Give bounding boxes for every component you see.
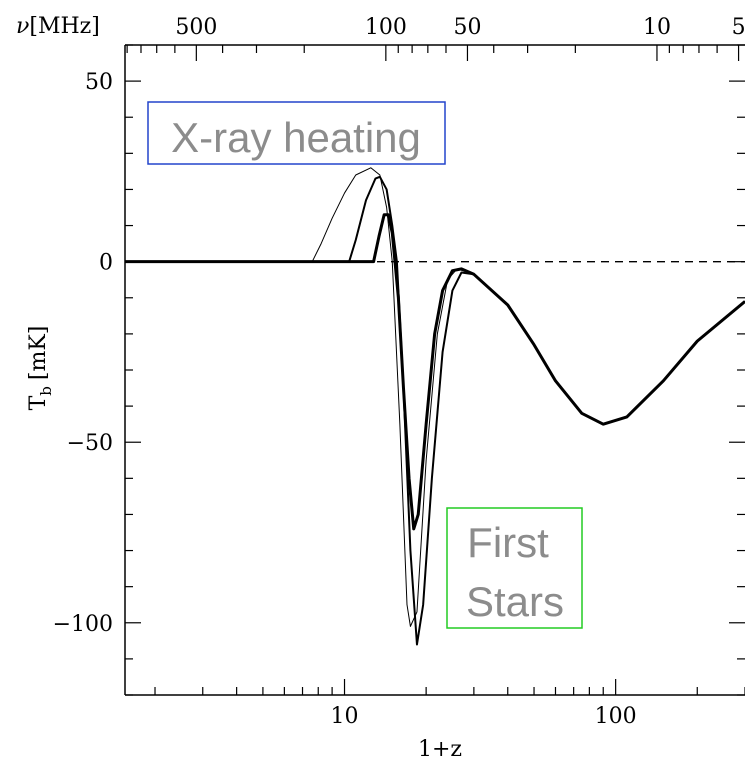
y-tick-label: 50: [85, 70, 113, 95]
series-line-medium: [125, 175, 745, 646]
first-stars-box: [446, 507, 583, 629]
series-layer: [125, 167, 745, 646]
top-tick-label: 100: [365, 15, 407, 40]
series-line-thick: [125, 213, 745, 531]
series-line-thin: [125, 167, 745, 627]
xray-heating-box: [147, 101, 446, 165]
top-tick-label: 5: [732, 15, 745, 40]
y-tick-label: −100: [53, 612, 113, 637]
top-tick-label: 10: [643, 15, 671, 40]
top-tick-label: 50: [453, 15, 481, 40]
y-tick-label: 0: [99, 251, 113, 276]
first-stars-label-line2: Stars: [466, 578, 564, 625]
x-tick-label: 10: [331, 704, 359, 729]
first-stars-label-line1: First: [467, 519, 549, 566]
x-tick-label: 100: [595, 704, 637, 729]
y-axis-title: Tb[mK]: [26, 326, 55, 411]
xray-heating-label: X-ray heating: [171, 114, 421, 161]
y-tick-label: −50: [67, 431, 113, 456]
top-tick-label: 500: [175, 15, 217, 40]
top-axis-title: ν[MHz]: [16, 14, 100, 39]
x-axis-title: 1+z: [418, 737, 462, 762]
